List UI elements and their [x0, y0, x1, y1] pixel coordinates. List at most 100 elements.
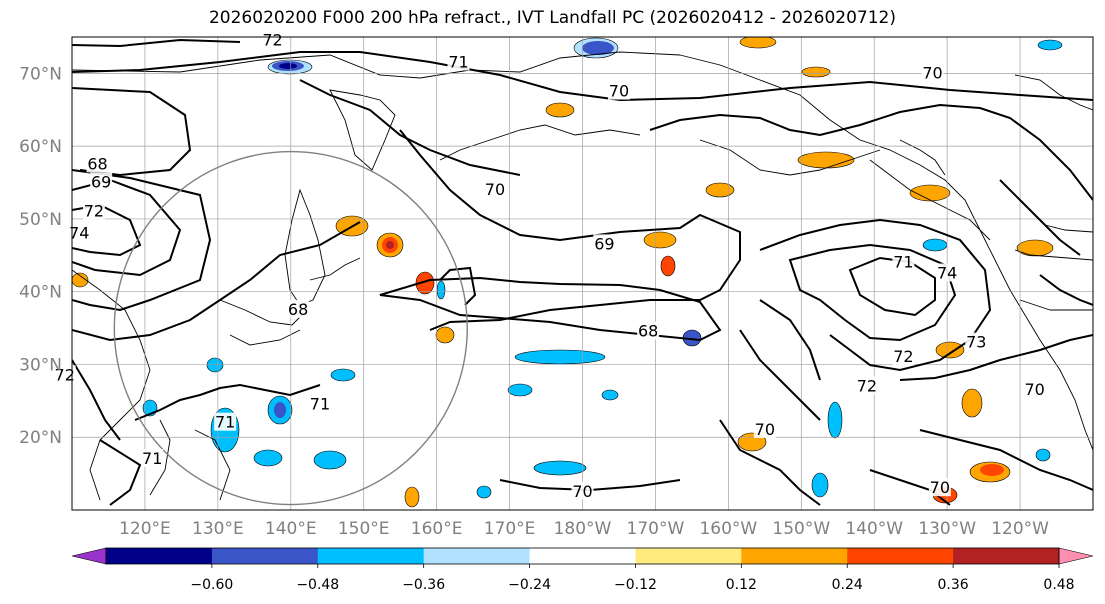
contour-label: 71 [215, 413, 235, 432]
contour-label: 69 [91, 173, 111, 192]
colorbar-tick-label: −0.60 [190, 577, 233, 593]
longitude-label: 160°E [411, 519, 463, 539]
contour-line [72, 359, 121, 441]
coastline [679, 54, 996, 261]
contour-label-background [921, 63, 944, 82]
region-circle [113, 150, 468, 506]
contour-line [72, 38, 241, 48]
longitude-label: 170°E [484, 519, 536, 539]
contour-line [72, 178, 182, 277]
latitude-label: 30°N [19, 355, 62, 375]
contour-line [759, 218, 992, 372]
contour-label: 70 [922, 63, 942, 82]
longitude-label: 130°W [918, 519, 976, 539]
colorbar-tick-label: −0.12 [614, 577, 657, 593]
contour-label: 72 [857, 376, 877, 395]
shade-blob-positive [909, 184, 951, 202]
shade-blob-negative [507, 383, 533, 397]
colorbar-tick-label: 0.24 [832, 577, 863, 593]
contour-line [919, 429, 1093, 491]
colorbar-extend-max [1058, 547, 1094, 565]
contour-label-background [928, 478, 951, 497]
contour-label-background [308, 394, 331, 413]
shade-blob-negative [206, 357, 224, 373]
contour-label: 71 [142, 449, 162, 468]
contour-label-background [214, 412, 237, 431]
contour-labels: 7271707068697274706968687174737272701313… [53, 30, 1046, 501]
latitude-label: 20°N [19, 428, 62, 448]
contour-label: 72 [262, 31, 282, 50]
longitude-label: 130°E [192, 519, 244, 539]
coastline [1044, 224, 1093, 233]
shade-blob-negative [267, 59, 313, 75]
colorbar-segment [317, 548, 425, 564]
coastlines [72, 51, 1093, 501]
coastline [229, 329, 301, 346]
shade-blob-positive [415, 271, 435, 295]
contour-label: 74 [937, 264, 957, 283]
colorbar-segment [847, 548, 954, 564]
coastline [1019, 299, 1051, 311]
contour-line [649, 103, 1093, 201]
latitude-label: 50°N [19, 210, 62, 230]
coastline [72, 51, 681, 79]
coastline [329, 89, 396, 171]
longitude-labels: 120°E 130°E 140°E 150°E 160°E 170°E 180°W 170°W… [119, 519, 1049, 539]
contour-label-background [141, 449, 164, 468]
contour-line [299, 79, 521, 176]
colorbar-tick-label: 0.48 [1043, 577, 1074, 593]
contour-label-background [607, 81, 630, 100]
contour-label: 73 [966, 333, 986, 352]
contour-label: 70 [485, 180, 505, 199]
longitude-label: 140°W [845, 519, 903, 539]
contour-line [399, 129, 741, 331]
contour-label: 72 [893, 347, 913, 366]
contour-line [99, 439, 142, 506]
shade-blob-negative [922, 238, 948, 252]
contour-label: 70 [755, 420, 775, 439]
contour-label-background [483, 179, 506, 198]
latitude-label: 40°N [19, 283, 62, 303]
shade-blob-negative [267, 395, 293, 425]
contour-line [439, 266, 477, 306]
colorbar [71, 547, 1094, 565]
shade-blob-negative [330, 368, 356, 382]
contour-line [72, 221, 361, 342]
colorbar-segment [106, 548, 213, 564]
coastline [994, 259, 1093, 451]
colorbar-segment [529, 548, 636, 564]
shade-blob-positive [705, 182, 735, 198]
contour-label: 70 [930, 478, 950, 497]
colorbar-segment [423, 548, 531, 564]
contour-label: 72 [84, 202, 104, 221]
contour-label: 68 [288, 300, 308, 319]
colorbar-tick-label: −0.36 [402, 577, 445, 593]
contour-label: 74 [69, 223, 89, 242]
shade-blob-positive [969, 461, 1011, 483]
shade-blob-positive [545, 102, 575, 118]
contour-label-background [936, 263, 959, 282]
contour-label: 69 [594, 234, 614, 253]
contour-line [788, 243, 957, 342]
latitude-label: 60°N [19, 137, 62, 157]
longitude-label: 180°W [554, 519, 612, 539]
colorbar-extend-min [71, 547, 107, 565]
shade-blob-negative [1035, 448, 1051, 462]
colorbar-tick-label: 0.36 [938, 577, 969, 593]
contour-label: 68 [87, 154, 107, 173]
contour-label-background [753, 419, 776, 438]
contour-line [759, 299, 821, 381]
colorbar-frame [105, 547, 1060, 565]
contour-line [72, 87, 192, 177]
contour-label: 68 [638, 322, 658, 341]
colorbar-segment [635, 548, 742, 564]
longitude-label: 170°W [627, 519, 685, 539]
contour-label-background [593, 234, 616, 253]
colorbar-ticks: −0.60 −0.48 −0.36 −0.24 −0.12 0.12 0.24 0.36 0.4… [190, 564, 1075, 593]
contour-label: 70 [572, 482, 592, 501]
shade-blob-positive [1016, 239, 1054, 257]
shade-blob-negative [533, 460, 587, 476]
contour-label: 70 [1024, 380, 1044, 399]
contour-label-background [82, 201, 105, 220]
coastline [899, 139, 946, 176]
